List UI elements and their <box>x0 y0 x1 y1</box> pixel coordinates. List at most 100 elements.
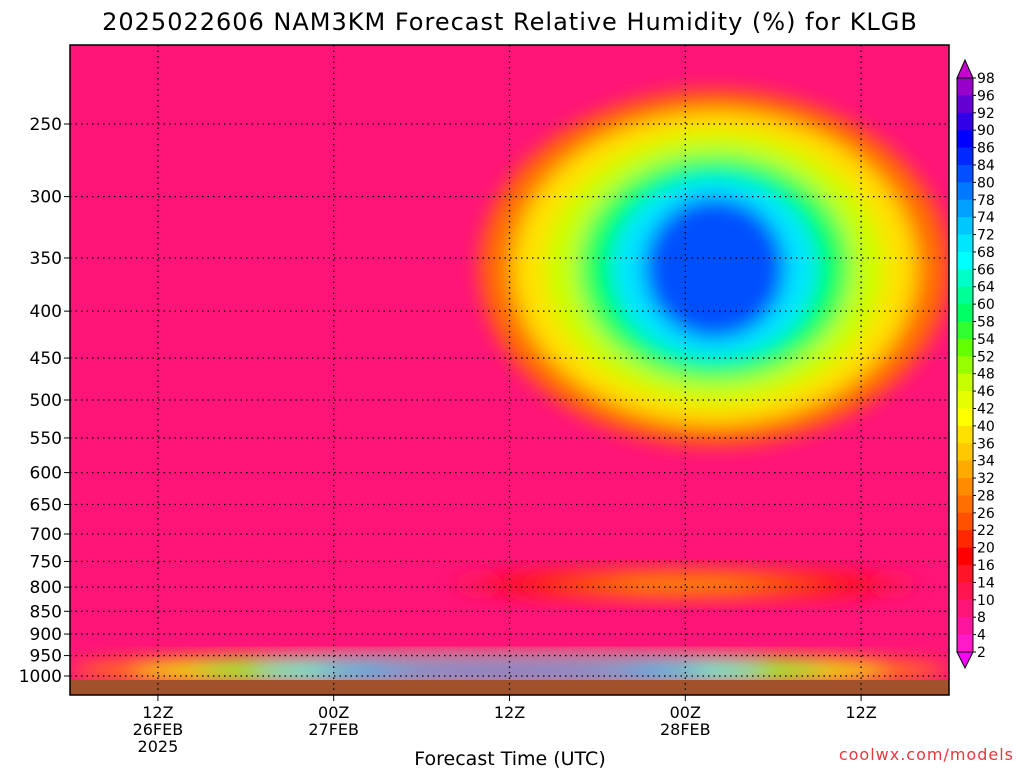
y-tick-label: 700 <box>30 525 62 545</box>
terrain-band <box>70 680 949 695</box>
x-tick-label: 26FEB <box>133 720 184 739</box>
colorbar-frame <box>956 77 974 653</box>
colorbar-segment <box>957 599 973 618</box>
colorbar-segment <box>957 95 973 114</box>
plot-area <box>70 45 949 695</box>
colorbar-segment <box>957 530 973 549</box>
y-tick-label: 850 <box>30 602 62 622</box>
colorbar-segment <box>957 356 973 375</box>
y-tick-label: 450 <box>30 349 62 369</box>
colorbar-label: 58 <box>977 315 995 331</box>
colorbar-label: 46 <box>977 384 995 400</box>
colorbar-segment <box>957 78 973 96</box>
y-tick-label: 1000 <box>19 667 62 687</box>
colorbar-label: 60 <box>977 297 995 313</box>
chart-title: 2025022606 NAM3KM Forecast Relative Humi… <box>102 8 918 36</box>
y-tick-label: 900 <box>30 625 62 645</box>
colorbar-segment <box>957 286 973 305</box>
y-tick-label: 350 <box>30 249 62 269</box>
colorbar-label: 36 <box>977 436 995 452</box>
y-tick-label: 600 <box>30 464 62 484</box>
colorbar-label: 26 <box>977 506 995 522</box>
y-tick-label: 500 <box>30 391 62 411</box>
y-tick-label: 250 <box>30 115 62 135</box>
colorbar-label: 84 <box>977 158 995 174</box>
colorbar-label: 92 <box>977 106 995 122</box>
colorbar-label: 4 <box>977 628 986 644</box>
colorbar-label: 80 <box>977 175 995 191</box>
colorbar-label: 8 <box>977 610 986 626</box>
x-tick-label: 27FEB <box>308 720 359 739</box>
y-tick-label: 650 <box>30 495 62 515</box>
colorbar-segment <box>957 321 973 340</box>
x-tick-label: 12Z <box>142 703 173 722</box>
colorbar-label: 28 <box>977 488 995 504</box>
x-tick-label: 12Z <box>494 703 525 722</box>
feature-surface-moist-layer <box>70 653 949 688</box>
colorbar-segment <box>957 217 973 236</box>
colorbar-segment <box>957 634 973 653</box>
colorbar-label: 52 <box>977 349 995 365</box>
colorbar-segment <box>957 408 973 427</box>
colorbar-segment <box>957 391 973 409</box>
colorbar-segment <box>957 164 973 183</box>
colorbar-segment <box>957 512 973 531</box>
y-tick-label: 950 <box>30 647 62 667</box>
colorbar-segment <box>957 112 973 131</box>
colorbar-label: 86 <box>977 141 995 157</box>
colorbar-label: 98 <box>977 71 995 87</box>
colorbar-max-arrow <box>956 58 974 79</box>
feature-contour <box>644 197 785 339</box>
colorbar-segment <box>957 478 973 496</box>
colorbar-segment <box>957 547 973 566</box>
colorbar-segment <box>957 269 973 288</box>
x-tick-label: 2025 <box>138 737 179 756</box>
colorbar-label: 14 <box>977 575 995 591</box>
colorbar-label: 2 <box>977 645 986 661</box>
colorbar-label: 20 <box>977 541 995 557</box>
grid-lines <box>70 45 949 695</box>
colorbar-label: 72 <box>977 228 995 244</box>
x-tick-label: 00Z <box>318 703 349 722</box>
credit-text: coolwx.com/models <box>839 745 1014 764</box>
colorbar-label: 78 <box>977 193 995 209</box>
colorbar-label: 74 <box>977 210 995 226</box>
colorbar-segment <box>957 582 973 601</box>
colorbar-label: 16 <box>977 558 995 574</box>
feature-contour <box>377 663 642 678</box>
colorbar-label: 68 <box>977 245 995 261</box>
colorbar-segment <box>957 199 973 218</box>
y-axis-ticks: 250 300 350 400 450 500 550 600 650 700 750 800 850 9… <box>19 115 70 687</box>
colorbar-segment <box>957 617 973 636</box>
colorbar-label: 90 <box>977 123 995 139</box>
y-tick-label: 800 <box>30 578 62 598</box>
colorbar-segment <box>957 373 973 392</box>
y-tick-label: 300 <box>30 188 62 208</box>
colorbar-segment <box>957 251 973 270</box>
colorbar-label: 96 <box>977 88 995 104</box>
colorbar-segment <box>957 460 973 479</box>
colorbar-label: 64 <box>977 280 995 296</box>
colorbar-segment <box>957 182 973 201</box>
colorbar-label: 22 <box>977 523 995 539</box>
y-tick-label: 750 <box>30 552 62 572</box>
x-axis-label: Forecast Time (UTC) <box>414 748 605 768</box>
colorbar-segment <box>957 443 973 462</box>
colorbar-label: 48 <box>977 367 995 383</box>
colorbar-segment <box>957 495 973 514</box>
colorbar-segment <box>957 130 973 149</box>
colorbar-segment <box>957 425 973 444</box>
x-tick-label: 00Z <box>670 703 701 722</box>
feature-upper-moist-plume <box>480 90 949 446</box>
colorbar-segment <box>957 565 973 583</box>
colorbar-label: 10 <box>977 593 995 609</box>
colorbar-segment <box>957 338 973 357</box>
colorbar-label: 32 <box>977 471 995 487</box>
colorbar-label: 40 <box>977 419 995 435</box>
humidity-features <box>70 90 949 688</box>
colorbar-label: 66 <box>977 262 995 278</box>
x-tick-label: 28FEB <box>660 720 711 739</box>
colorbar-label: 42 <box>977 401 995 417</box>
colorbar-segment <box>957 304 973 323</box>
